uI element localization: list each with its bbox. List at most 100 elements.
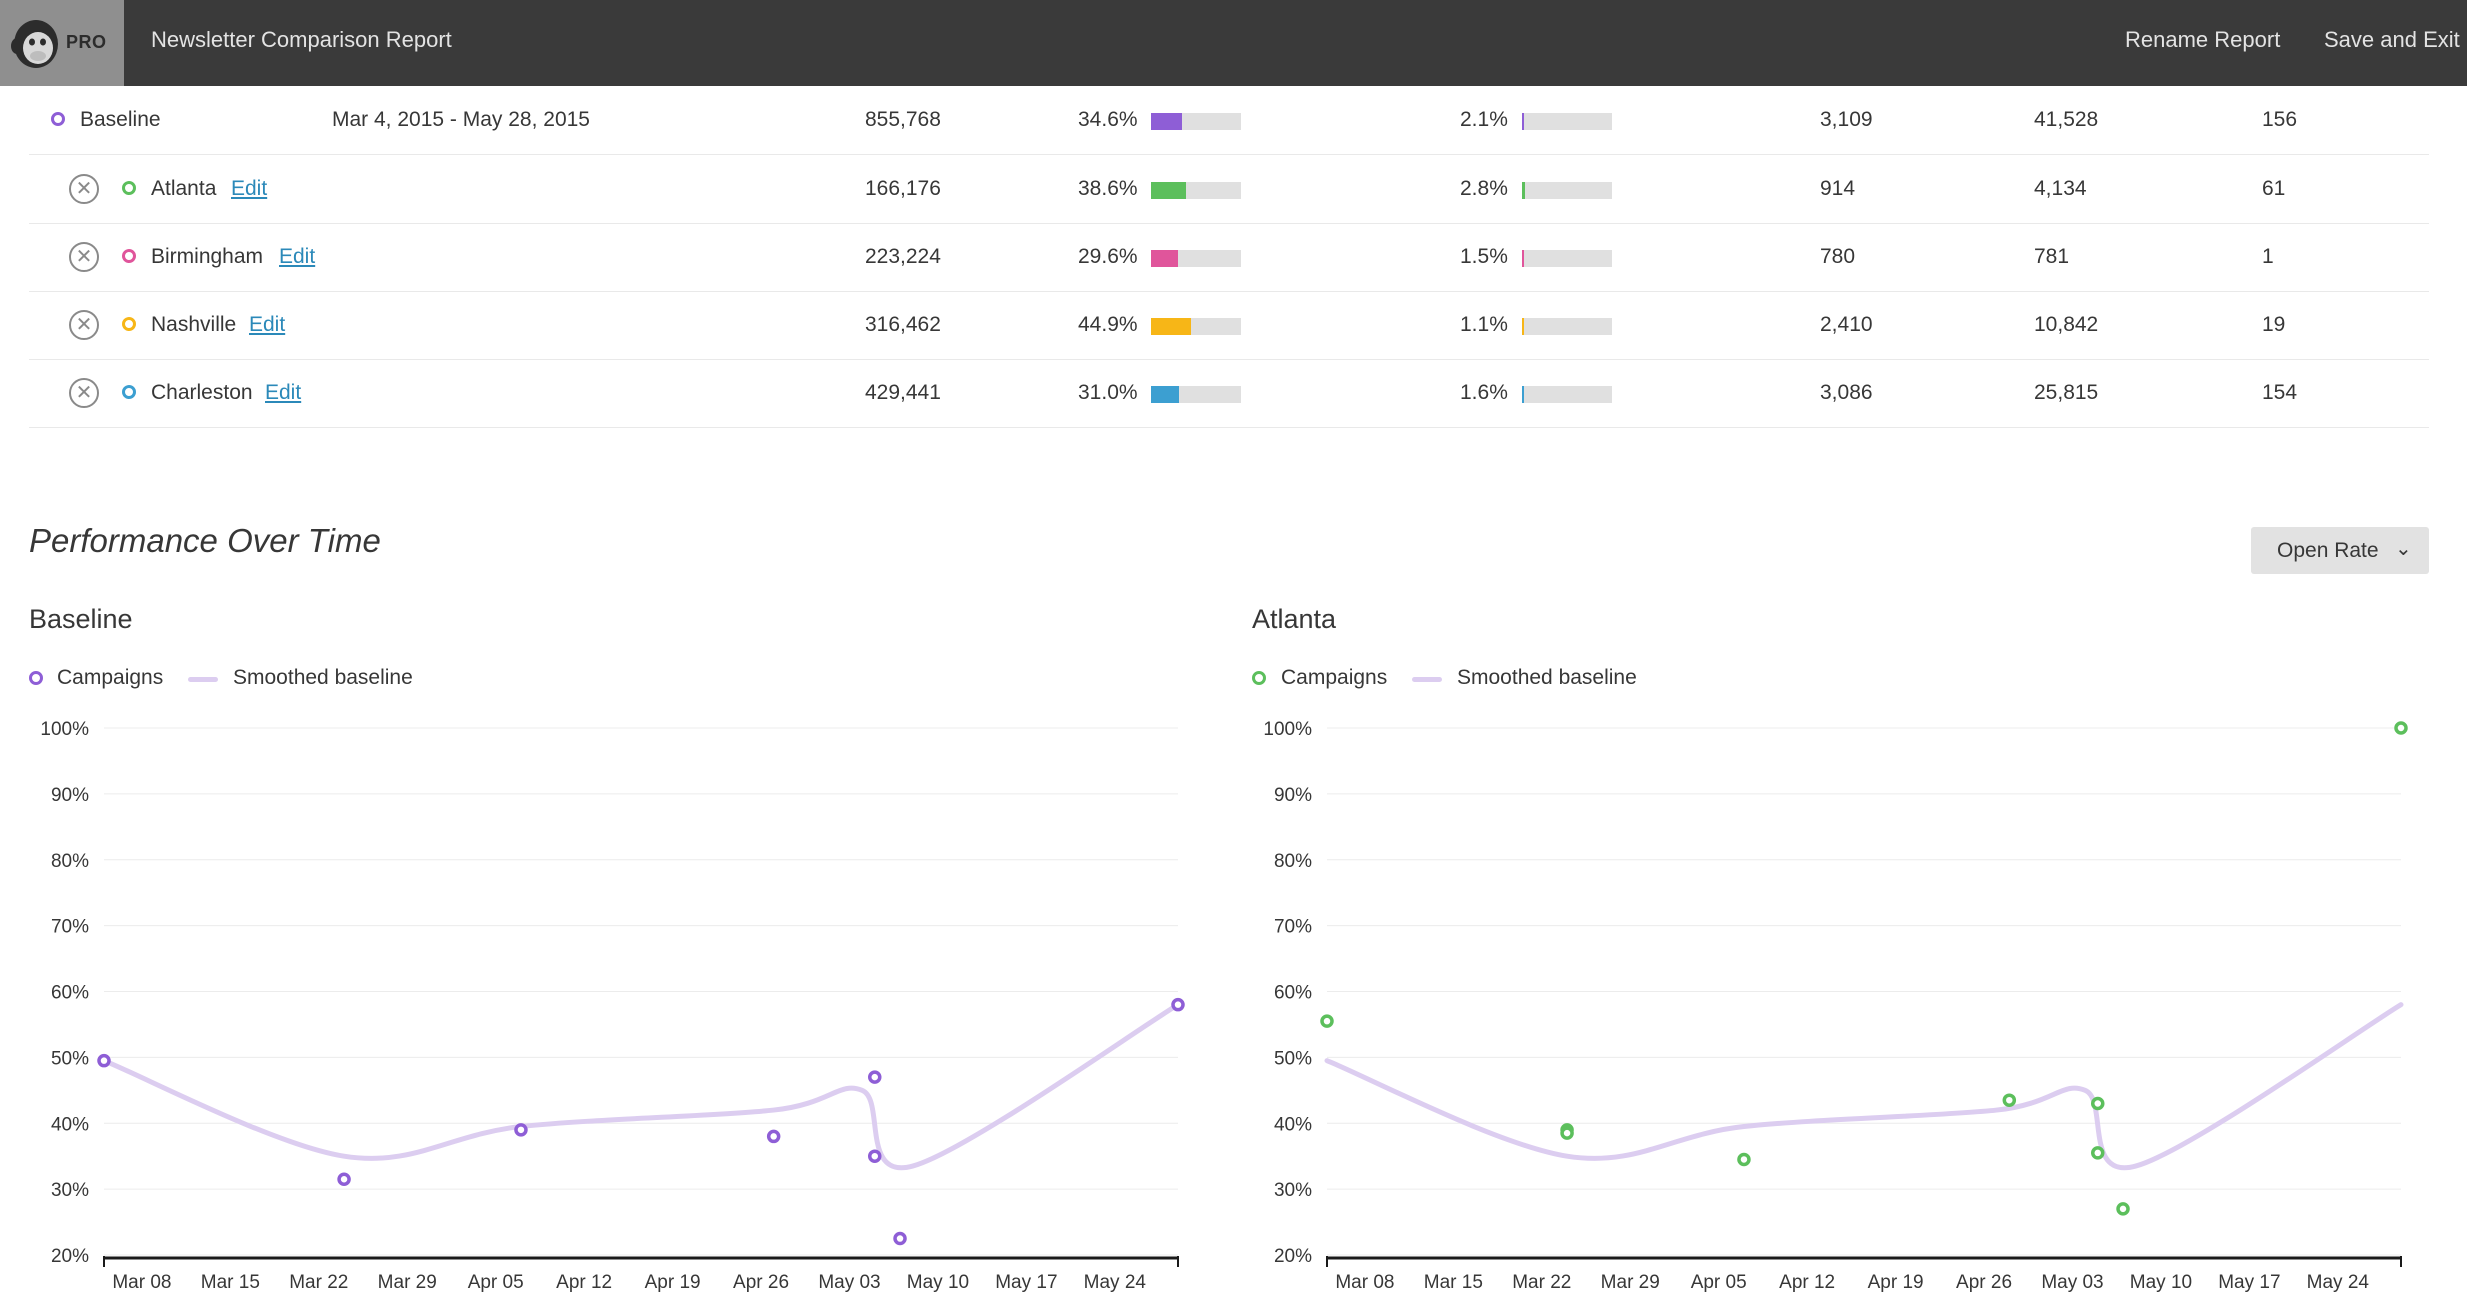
chevron-down-icon: ⌄: [2395, 538, 2412, 560]
edit-link[interactable]: Edit: [249, 313, 286, 336]
col6-value: 10,842: [2034, 313, 2099, 336]
row-name: Nashville: [151, 313, 237, 336]
y-tick-label: 70%: [51, 917, 89, 938]
open-rate-bar: [1151, 182, 1241, 199]
x-tick-label: Mar 15: [201, 1272, 260, 1293]
campaign-point: [2091, 1146, 2105, 1160]
chimp-logo-icon: [11, 20, 58, 68]
brand-logo[interactable]: PRO: [0, 0, 124, 86]
edit-link[interactable]: Edit: [265, 381, 302, 404]
recipients-value: 166,176: [865, 177, 941, 200]
row-name: Baseline: [80, 108, 161, 131]
chart-title: Atlanta: [1252, 604, 1337, 634]
metric-select-label: Open Rate: [2277, 539, 2379, 562]
y-tick-label: 100%: [1263, 719, 1312, 740]
x-tick-label: Mar 08: [112, 1272, 171, 1293]
col6-value: 41,528: [2034, 108, 2099, 131]
open-rate-value: 44.9%: [1078, 313, 1138, 336]
segment-color-dot: [122, 249, 136, 263]
open-rate-value: 31.0%: [1078, 381, 1138, 404]
campaign-point: [2002, 1093, 2017, 1107]
x-tick-label: May 24: [1084, 1272, 1147, 1293]
y-tick-label: 50%: [1274, 1048, 1312, 1069]
save-and-exit-button[interactable]: Save and Exit: [2324, 27, 2460, 52]
metric-select[interactable]: Open Rate ⌄: [2251, 527, 2429, 574]
section-title: Performance Over Time: [29, 522, 381, 559]
legend-label-campaigns: Campaigns: [1281, 666, 1388, 689]
click-rate-bar: [1522, 386, 1612, 403]
segment-color-dot: [122, 317, 136, 331]
x-tick-label: Apr 12: [1779, 1272, 1835, 1293]
baseline-color-dot: [51, 112, 65, 126]
remove-row-icon[interactable]: ✕: [69, 378, 99, 408]
campaign-point: [868, 1149, 882, 1163]
click-rate-bar: [1522, 182, 1612, 199]
recipients-value: 855,768: [865, 108, 941, 131]
table-row: ✕ Charleston Edit 429,441 31.0% 1.6% 3,0…: [29, 359, 2429, 428]
x-tick-label: Apr 19: [645, 1272, 701, 1293]
remove-row-icon[interactable]: ✕: [69, 242, 99, 272]
remove-row-icon[interactable]: ✕: [69, 310, 99, 340]
x-tick-label: Mar 29: [378, 1272, 437, 1293]
x-tick-label: May 17: [995, 1272, 1057, 1293]
remove-row-icon[interactable]: ✕: [69, 174, 99, 204]
top-bar: PRO Newsletter Comparison Report Rename …: [0, 0, 2467, 86]
date-range: Mar 4, 2015 - May 28, 2015: [332, 108, 590, 131]
smoothed-baseline-line: [101, 1002, 1181, 1171]
x-tick-label: May 03: [2041, 1272, 2103, 1293]
y-tick-label: 40%: [51, 1114, 89, 1135]
open-rate-bar: [1151, 250, 1241, 267]
edit-link[interactable]: Edit: [279, 245, 316, 268]
x-tick-label: May 03: [818, 1272, 880, 1293]
segment-color-dot: [122, 181, 136, 195]
col6-value: 25,815: [2034, 381, 2099, 404]
click-rate-bar: [1522, 318, 1612, 335]
click-rate-value: 1.6%: [1460, 381, 1508, 404]
y-tick-label: 80%: [51, 851, 89, 872]
col6-value: 4,134: [2034, 177, 2087, 200]
click-rate-value: 1.5%: [1460, 245, 1508, 268]
y-tick-label: 90%: [51, 785, 89, 806]
open-rate-bar: [1151, 318, 1241, 335]
x-tick-label: Mar 08: [1335, 1272, 1394, 1293]
campaign-point: [1171, 997, 1185, 1012]
y-tick-label: 50%: [51, 1048, 89, 1069]
legend-marker-smoothed: [1412, 677, 1442, 682]
report-title: Newsletter Comparison Report: [151, 27, 452, 52]
col7-value: 154: [2262, 381, 2298, 404]
edit-link[interactable]: Edit: [231, 177, 268, 200]
legend-label-smoothed: Smoothed baseline: [1457, 666, 1637, 689]
click-rate-bar: [1522, 250, 1612, 267]
y-tick-label: 100%: [40, 719, 89, 740]
col7-value: 19: [2262, 313, 2286, 336]
campaign-point: [337, 1172, 351, 1186]
x-tick-label: Mar 15: [1424, 1272, 1483, 1293]
x-tick-label: May 17: [2218, 1272, 2280, 1293]
x-tick-label: Mar 22: [1512, 1272, 1571, 1293]
col5-value: 3,086: [1820, 381, 1873, 404]
legend-marker-smoothed: [188, 677, 218, 682]
x-tick-label: May 10: [907, 1272, 969, 1293]
recipients-value: 429,441: [865, 381, 941, 404]
recipients-value: 316,462: [865, 313, 941, 336]
click-rate-bar: [1522, 113, 1612, 130]
x-tick-label: Apr 19: [1868, 1272, 1924, 1293]
recipients-value: 223,224: [865, 245, 941, 268]
rename-report-button[interactable]: Rename Report: [2125, 27, 2281, 52]
atlanta-chart: 20% 30% 40% 50% 60% 70% 80% 90% 100% Mar 08 Mar 15…: [1263, 719, 2408, 1293]
y-tick-label: 40%: [1274, 1114, 1312, 1135]
row-name: Birmingham: [151, 245, 264, 268]
click-rate-value: 2.8%: [1460, 177, 1508, 200]
baseline-chart: 20% 30% 40% 50% 60% 70% 80% 90% 100% Mar 08 Mar 15…: [40, 719, 1185, 1293]
legend-marker-campaigns: [29, 671, 43, 685]
campaign-point: [1560, 1126, 1574, 1140]
x-tick-label: Apr 12: [556, 1272, 612, 1293]
x-tick-label: May 24: [2307, 1272, 2370, 1293]
smoothed-baseline-line: [1324, 1002, 2404, 1171]
col6-value: 781: [2034, 245, 2070, 268]
campaign-point: [97, 1053, 111, 1068]
open-rate-bar: [1151, 386, 1241, 403]
x-tick-label: Apr 05: [468, 1272, 524, 1293]
campaign-point: [1737, 1152, 1751, 1167]
campaign-point: [514, 1123, 528, 1137]
